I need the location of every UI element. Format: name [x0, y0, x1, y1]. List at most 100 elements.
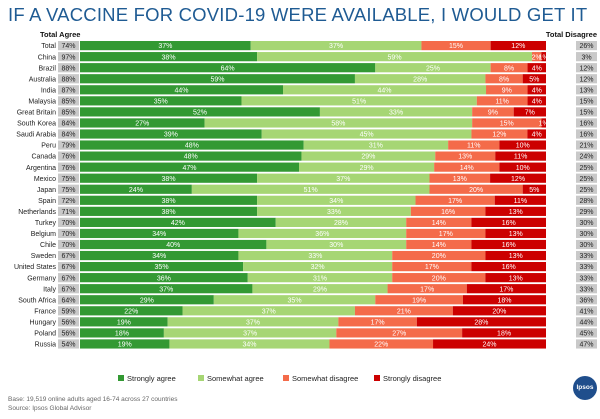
bar-segment-strongly-disagree	[462, 328, 546, 338]
data-label: 4%	[532, 132, 542, 139]
total-disagree-value: 15%	[579, 110, 593, 117]
bar-segment-somewhat-agree	[169, 339, 330, 349]
bar-segment-strongly-agree	[80, 129, 262, 139]
bar-segment-strongly-disagree	[527, 85, 546, 95]
bar-segment-strongly-disagree	[527, 129, 546, 139]
total-agree-value: 75%	[61, 187, 75, 194]
country-label: Canada	[31, 154, 56, 161]
bar-segment-somewhat-disagree	[476, 96, 528, 106]
bar-segment-somewhat-disagree	[532, 52, 542, 62]
total-agree-box	[58, 184, 79, 194]
bar-segment-strongly-disagree	[499, 162, 546, 172]
total-agree-value: 84%	[61, 132, 75, 139]
bar-segment-strongly-disagree	[471, 239, 546, 250]
bar-segment-somewhat-disagree	[392, 262, 472, 272]
data-label: 31%	[313, 275, 327, 282]
total-agree-value: 56%	[61, 319, 75, 326]
total-disagree-box	[576, 52, 597, 62]
data-label: 11%	[495, 98, 509, 105]
data-label: 4%	[532, 87, 542, 94]
total-disagree-value: 29%	[579, 209, 593, 216]
bar-segment-strongly-disagree	[485, 228, 546, 239]
bar-segment-strongly-disagree	[513, 107, 546, 117]
data-label: 17%	[448, 198, 462, 205]
data-label: 36%	[157, 275, 171, 282]
data-label: 29%	[140, 297, 154, 304]
bar-segment-strongly-agree	[80, 250, 239, 261]
bar-segment-somewhat-agree	[243, 262, 393, 272]
total-disagree-box	[576, 262, 597, 272]
bar-segment-strongly-agree	[80, 317, 168, 327]
total-agree-value: 87%	[61, 87, 75, 94]
data-label: 37%	[246, 319, 260, 326]
data-label: 5%	[529, 76, 539, 83]
bar-segment-somewhat-agree	[354, 74, 486, 84]
total-disagree-value: 41%	[579, 308, 593, 315]
total-agree-box	[58, 107, 79, 117]
legend-swatch	[283, 375, 289, 381]
country-label: France	[34, 308, 56, 315]
data-label: 11%	[467, 143, 481, 150]
data-label: 39%	[164, 132, 178, 139]
total-agree-box	[58, 228, 79, 239]
total-disagree-value: 13%	[579, 87, 593, 94]
total-agree-value: 76%	[61, 165, 75, 172]
total-agree-value: 71%	[61, 209, 75, 216]
total-agree-value: 84%	[61, 121, 75, 128]
bar-segment-somewhat-disagree	[486, 85, 528, 95]
data-label: 28%	[334, 220, 348, 227]
bar-segment-strongly-agree	[80, 118, 205, 128]
bar-segment-strongly-disagree	[462, 295, 546, 305]
total-disagree-value: 12%	[579, 65, 593, 72]
country-label: Italy	[43, 286, 56, 293]
data-label: 37%	[159, 286, 173, 293]
data-label: 36%	[315, 231, 329, 238]
data-label: 32%	[311, 264, 325, 271]
data-label: 10%	[516, 143, 530, 150]
data-label: 13%	[458, 154, 472, 161]
total-agree-box	[58, 63, 79, 73]
data-label: 35%	[154, 98, 168, 105]
total-agree-box	[58, 151, 79, 161]
bar-segment-somewhat-disagree	[406, 239, 472, 250]
bar-segment-somewhat-agree	[163, 328, 337, 338]
bar-segment-strongly-disagree	[485, 250, 546, 261]
bar-segment-strongly-disagree	[471, 217, 546, 227]
total-disagree-value: 45%	[579, 331, 593, 338]
bar-segment-strongly-disagree	[527, 63, 546, 73]
bar-segment-somewhat-disagree	[472, 118, 542, 128]
country-label: Germany	[27, 275, 56, 282]
total-agree-box	[58, 250, 79, 261]
total-agree-value: 56%	[61, 331, 75, 338]
total-agree-value: 59%	[61, 308, 75, 315]
bar-segment-somewhat-agree	[261, 129, 472, 139]
total-agree-box	[58, 317, 79, 327]
bar-segment-strongly-disagree	[485, 273, 546, 283]
data-label: 35%	[155, 264, 169, 271]
bar-segment-somewhat-disagree	[387, 284, 467, 294]
bar-segment-somewhat-agree	[238, 228, 407, 239]
data-label: 15%	[449, 43, 463, 50]
bar-segment-strongly-agree	[80, 239, 267, 250]
total-disagree-value: 33%	[579, 253, 593, 260]
total-agree-box	[58, 74, 79, 84]
data-label: 33%	[389, 110, 403, 117]
bar-segment-strongly-agree	[80, 184, 192, 194]
total-disagree-box	[576, 306, 597, 316]
data-label: 4%	[532, 98, 542, 105]
total-agree-box	[58, 118, 79, 128]
total-disagree-value: 16%	[579, 132, 593, 139]
data-label: 29%	[313, 286, 327, 293]
total-agree-box	[58, 85, 79, 95]
total-agree-box	[58, 273, 79, 283]
bar-segment-somewhat-disagree	[354, 306, 453, 316]
data-label: 17%	[420, 286, 434, 293]
total-disagree-value: 44%	[579, 319, 593, 326]
data-label: 42%	[171, 220, 185, 227]
bar-segment-strongly-agree	[80, 273, 248, 283]
ipsos-logo: Ipsos	[573, 376, 597, 400]
total-agree-box	[58, 173, 79, 183]
data-label: 35%	[288, 297, 302, 304]
data-label: 8%	[499, 76, 509, 83]
data-label: 20%	[432, 253, 446, 260]
